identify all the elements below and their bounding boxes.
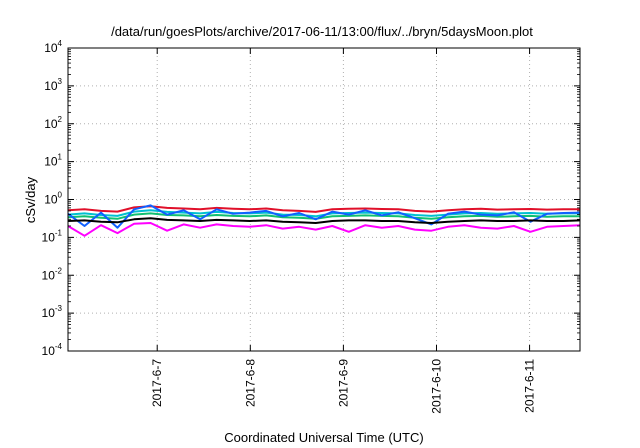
y-tick-base: 10 [42,268,56,282]
x-tick-label: 2017-6-11 [523,359,537,413]
y-tick-base: 10 [42,306,56,320]
chart-title: /data/run/goesPlots/archive/2017-06-11/1… [111,24,533,39]
y-tick-base: 10 [44,41,58,55]
y-tick-exponent: 1 [58,153,63,162]
y-tick-exponent: 0 [58,191,63,200]
y-tick-base: 10 [44,79,58,93]
x-axis-label: Coordinated Universal Time (UTC) [224,430,423,445]
y-tick-label: 103 [44,77,62,93]
y-tick-exponent: -2 [55,266,63,275]
y-tick-label: 10-4 [42,342,63,358]
x-tick-label: 2017-6-9 [336,359,350,407]
y-tick-exponent: -1 [55,228,63,237]
y-tick-base: 10 [44,117,58,131]
y-tick-label: 10-1 [42,228,63,244]
x-tick-label: 2017-6-8 [243,359,257,407]
series-group [67,204,581,237]
y-tick-base: 10 [44,155,58,169]
y-tick-label: 10-2 [42,266,63,282]
series-line-4 [67,204,581,229]
series-line-3 [67,212,580,220]
y-tick-exponent: 2 [58,115,63,124]
y-tick-base: 10 [42,344,56,358]
y-tick-label: 10-3 [42,304,63,320]
x-axis: 2017-6-7 2017-6-8 2017-6-9 2017-6-10 2017-6-… [150,48,537,414]
y-tick-label: 102 [44,115,62,131]
x-tick-label: 2017-6-10 [429,359,443,414]
y-tick-exponent: -4 [55,342,63,351]
y-tick-label: 104 [44,39,62,55]
grid [68,48,580,351]
x-tick-label: 2017-6-7 [150,359,164,407]
series-line-6 [67,222,581,237]
series-line-5 [67,217,581,224]
y-axis-label: cSv/day [23,176,38,223]
y-tick-label: 100 [44,191,62,207]
y-tick-exponent: -3 [55,304,63,313]
y-tick-base: 10 [44,193,58,207]
y-tick-base: 10 [42,230,56,244]
y-tick-exponent: 3 [58,77,63,86]
y-tick-exponent: 4 [58,39,63,48]
y-tick-label: 101 [44,153,62,169]
